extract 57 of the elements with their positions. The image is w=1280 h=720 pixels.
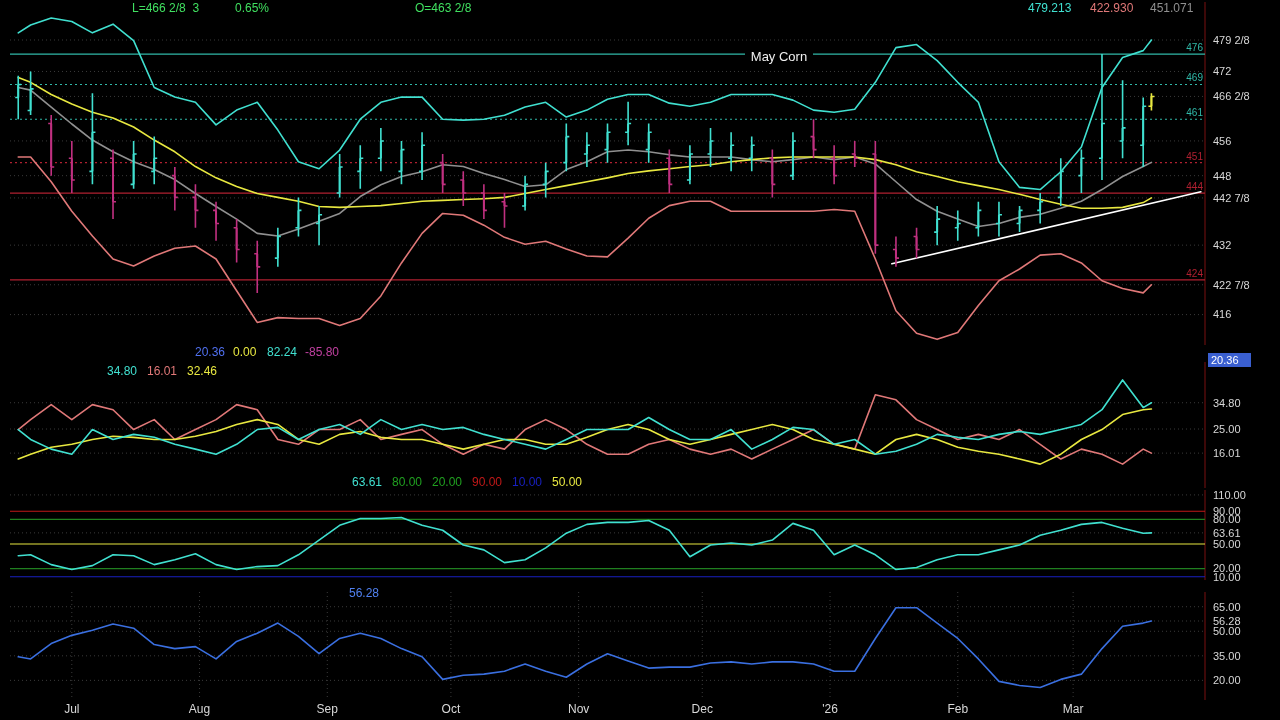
y-tick-label: 20.00 bbox=[1213, 674, 1241, 687]
y-tick-label: 63.61 bbox=[1213, 526, 1241, 539]
x-tick-label: Mar bbox=[1062, 702, 1084, 716]
x-tick-label: '26 bbox=[822, 702, 839, 716]
y-tick-label: 456 bbox=[1213, 134, 1232, 147]
annotation: 451.071 bbox=[1150, 1, 1194, 15]
y-tick-label: 448 bbox=[1213, 169, 1232, 182]
y-tick-label: 50.00 bbox=[1213, 625, 1241, 638]
annotation: 0.65% bbox=[235, 1, 270, 15]
y-tick-label: 416 bbox=[1213, 308, 1232, 321]
x-tick-label: Jul bbox=[64, 702, 80, 716]
annotation: 50.00 bbox=[552, 475, 583, 489]
annotation: O=463 2/8 bbox=[415, 1, 472, 15]
y-tick-label: 472 bbox=[1213, 65, 1232, 78]
annotation: -85.80 bbox=[305, 345, 340, 359]
y-tick-label: 110.00 bbox=[1213, 488, 1246, 501]
annotation: L=466 2/8 3 bbox=[132, 1, 200, 15]
text: 20.36 bbox=[1211, 354, 1239, 366]
ref-line-label: 461 bbox=[1186, 107, 1204, 119]
y-tick-label: 422 7/8 bbox=[1213, 278, 1250, 291]
annotation: 479.213 bbox=[1028, 1, 1072, 15]
x-tick-label: Dec bbox=[691, 702, 713, 716]
ref-line-label: 444 bbox=[1186, 181, 1204, 193]
y-tick-label: 35.00 bbox=[1213, 649, 1241, 662]
x-tick-label: Nov bbox=[567, 702, 590, 716]
y-tick-label: 466 2/8 bbox=[1213, 90, 1250, 103]
ref-line-label: 469 bbox=[1186, 72, 1204, 84]
annotation: 20.00 bbox=[432, 475, 463, 489]
ref-line-label: 424 bbox=[1186, 267, 1204, 279]
ref-line-label: 476 bbox=[1186, 42, 1204, 54]
x-tick-label: Oct bbox=[441, 702, 461, 716]
annotation: 34.80 bbox=[107, 364, 138, 378]
annotation: 80.00 bbox=[392, 475, 423, 489]
y-tick-label: 442 7/8 bbox=[1213, 191, 1250, 204]
y-tick-label: 25.00 bbox=[1213, 422, 1241, 435]
y-tick-label: 34.80 bbox=[1213, 396, 1241, 409]
y-tick-label: 50.00 bbox=[1213, 537, 1241, 550]
annotation: 63.61 bbox=[352, 475, 383, 489]
text: May Corn bbox=[750, 49, 808, 64]
annotation: 0.00 bbox=[233, 345, 257, 359]
annotation: 32.46 bbox=[187, 364, 218, 378]
annotation: 20.36 bbox=[195, 345, 226, 359]
annotation: 90.00 bbox=[472, 475, 503, 489]
annotation: 82.24 bbox=[267, 345, 298, 359]
y-tick-label: 65.00 bbox=[1213, 600, 1241, 613]
ref-line-label: 451 bbox=[1186, 150, 1204, 162]
x-tick-label: Aug bbox=[188, 702, 211, 716]
y-tick-label: 56.28 bbox=[1213, 614, 1241, 627]
annotation: 10.00 bbox=[512, 475, 543, 489]
y-tick-label: 479 2/8 bbox=[1213, 33, 1250, 46]
y-tick-label: 16.01 bbox=[1213, 446, 1241, 459]
y-tick-label: 432 bbox=[1213, 238, 1232, 251]
x-tick-label: Feb bbox=[947, 702, 969, 716]
x-tick-label: Sep bbox=[316, 702, 339, 716]
annotation: 16.01 bbox=[147, 364, 178, 378]
annotation: 422.930 bbox=[1090, 1, 1134, 15]
annotation: 56.28 bbox=[349, 586, 380, 600]
